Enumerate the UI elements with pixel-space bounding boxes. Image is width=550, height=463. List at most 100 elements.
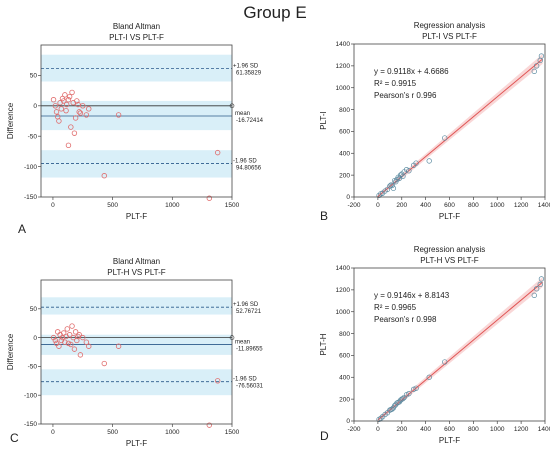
panel-d-y-axis-label: PLT-H (319, 333, 328, 355)
panel-b-point-24 (531, 68, 537, 74)
panel-b-group: Regression analysis PLT-I VS PLT-F y = 0.9… (319, 21, 550, 223)
panel-c-lower-sd-label: -1.96 SD (233, 377, 257, 383)
panel-a-plot-frame (40, 44, 233, 198)
panel-a-point-15 (69, 89, 75, 96)
panel-c-point-16 (70, 334, 76, 341)
panel-d-y-tick-label-5: 1000 (336, 309, 351, 316)
panel-b-y-axis-label: PLT-I (319, 111, 328, 130)
panel-a-point-11 (63, 101, 70, 108)
panel-c-point-24 (83, 339, 90, 345)
panel-a-title: Bland Altman (113, 22, 160, 31)
panel-c-point-15 (69, 323, 75, 329)
panel-b-y-tick-label-3: 600 (339, 129, 350, 136)
panel-b-point-23 (442, 135, 448, 141)
panel-b-x-tick-label-5: 800 (468, 202, 479, 209)
panel-d-point-27 (538, 276, 545, 282)
panel-d-y-tick-label-6: 1200 (336, 287, 351, 294)
panel-d-point-18 (403, 392, 410, 398)
panel-c-y-tick-label-3: 0 (33, 335, 37, 342)
panel-c-point-11 (64, 326, 70, 332)
panel-a-x-tick-label-1: 500 (107, 202, 118, 209)
panel-c-band-2 (41, 369, 232, 396)
panel-c-point-3 (55, 329, 61, 335)
panel-a-group: Bland Altman PLT-I VS PLT-F +1.96 SD61.358… (6, 22, 264, 236)
panel-b-point-9 (391, 177, 398, 184)
panel-a-point-27 (101, 173, 107, 179)
panel-b-y-tick-label-7: 1400 (336, 41, 351, 48)
panel-d-point-21 (413, 385, 419, 391)
panel-a-x-tick-label-3: 1500 (225, 202, 240, 209)
panel-d-x-tick-label-5: 800 (468, 426, 479, 433)
panel-c-point-1 (52, 337, 59, 344)
panel-a-upper-sd-label: +1.96 SD (233, 63, 259, 69)
panel-a-point-25 (86, 106, 92, 112)
panel-c-x-axis-label: PLT-F (126, 439, 147, 448)
panel-d-x-axis-label: PLT-F (439, 436, 460, 445)
panel-b-x-tick-label-0: -200 (347, 202, 360, 209)
panel-d-y-tick-label-1: 200 (339, 396, 350, 403)
panel-b-y-tick-label-5: 1000 (336, 85, 351, 92)
panel-c-point-17 (71, 346, 78, 352)
panel-c-point-22 (77, 352, 84, 358)
panel-a-point-12 (65, 97, 72, 103)
panel-b-point-27 (538, 53, 545, 59)
panel-c-subtitle: PLT-H VS PLT-F (107, 268, 165, 277)
panel-a-point-14 (68, 124, 74, 130)
panel-c-y-axis-label: Difference (6, 333, 15, 370)
panel-c-point-26 (101, 360, 107, 367)
panel-a-band-1 (41, 100, 232, 131)
panel-b-equation: y = 0.9118x + 4.6686 (374, 67, 449, 76)
panel-b-x-tick-label-3: 400 (420, 202, 431, 209)
panel-a-y-tick-label-4: 50 (30, 73, 38, 80)
panel-b-title: Regression analysis (414, 21, 486, 30)
panel-b-x-tick-label-6: 1000 (490, 202, 505, 209)
panel-c-point-18 (72, 329, 79, 335)
panel-a-point-2 (53, 109, 60, 115)
panel-c-x-tick-label-2: 1000 (165, 429, 180, 436)
panel-b-point-8 (390, 185, 397, 191)
panel-a-point-29 (206, 195, 213, 201)
panel-a-lower-sd-value: 94.80656 (236, 165, 262, 171)
panel-d-x-tick-label-4: 600 (444, 426, 455, 433)
panel-a-point-24 (83, 112, 90, 118)
panel-d-y-tick-label-7: 1400 (336, 265, 351, 272)
panel-b-point-25 (533, 63, 540, 69)
panel-d-point-20 (411, 386, 417, 392)
panel-d-y-tick-label-3: 600 (339, 353, 350, 360)
panel-d-point-26 (537, 281, 543, 288)
panel-a-point-6 (58, 106, 64, 112)
panel-c-point-29 (214, 378, 221, 384)
panel-b-x-tick-label-8: 1400 (538, 202, 550, 209)
panel-b-y-tick-label-4: 800 (339, 107, 350, 114)
panel-c-point-9 (62, 339, 68, 345)
panel-c-title: Bland Altman (113, 257, 160, 266)
panel-c-point-25 (86, 343, 92, 349)
panel-d-r-squared: R² = 0.9965 (374, 303, 417, 312)
panel-d-subtitle: PLT-H VS PLT-F (420, 256, 478, 265)
panel-b-y-tick-label-6: 1200 (336, 63, 351, 70)
panel-b-pearson-r: Pearson's r 0.996 (374, 91, 437, 100)
panel-c-point-23 (80, 334, 86, 341)
panel-a-point-20 (75, 101, 81, 108)
panel-a-point-23 (80, 103, 86, 109)
panel-a-y-tick-label-3: 0 (33, 103, 37, 110)
panel-d-point-25 (533, 286, 540, 292)
panel-a-point-1 (52, 103, 59, 109)
panel-a-point-17 (71, 130, 78, 136)
panel-b-x-tick-label-1: 0 (376, 202, 380, 209)
panel-a-y-tick-label-2: -50 (28, 133, 38, 140)
panel-d-x-tick-label-2: 200 (396, 426, 407, 433)
panel-c-letter: C (10, 431, 19, 445)
panel-c-point-21 (76, 332, 82, 338)
panel-d-x-tick-label-6: 1000 (490, 426, 505, 433)
panel-a-lower-sd-label: -1.96 SD (233, 158, 257, 164)
panel-b-x-axis-label: PLT-F (439, 212, 460, 221)
panel-c-lower-sd-value: -76.56031 (236, 384, 264, 390)
panel-a-x-axis-label: PLT-F (126, 212, 147, 221)
panel-c-x-tick-label-0: 0 (51, 429, 55, 436)
panel-c-plot-frame (40, 279, 233, 425)
panel-a-point-30 (214, 149, 221, 156)
panel-a-y-tick-label-1: -100 (24, 164, 37, 171)
panel-a-point-28 (115, 112, 122, 118)
